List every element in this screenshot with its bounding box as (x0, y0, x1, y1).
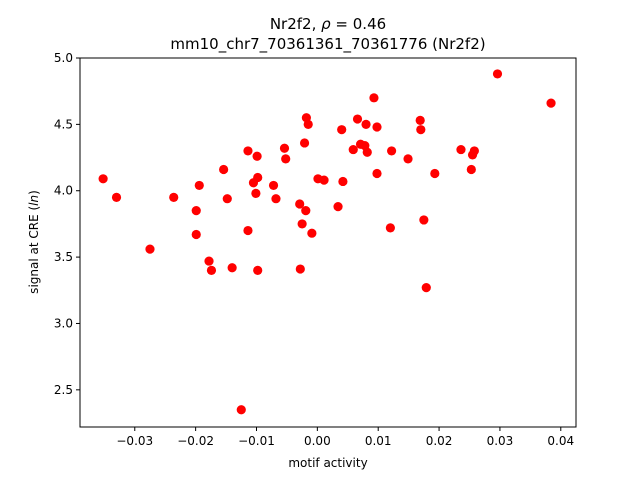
data-point (456, 144, 466, 155)
y-tick-label: 3.0 (54, 316, 73, 330)
x-axis-label: motif activity (288, 456, 367, 470)
y-axis-label: signal at CRE (ln) (27, 190, 41, 294)
data-point (243, 146, 253, 156)
data-point (236, 405, 246, 415)
data-point (281, 154, 291, 164)
data-point (469, 146, 479, 156)
data-point (222, 194, 232, 204)
data-point (333, 202, 343, 212)
data-point (372, 168, 382, 179)
data-point (403, 154, 413, 164)
data-point (421, 283, 431, 293)
data-point (372, 122, 382, 132)
data-point (243, 225, 253, 236)
data-point (338, 176, 348, 187)
data-point (319, 175, 329, 185)
y-tick-label: 2.5 (54, 383, 73, 397)
x-axis: −0.03 −0.02 −0.01 0.00 0.01 0.02 0.03 0.04 (116, 427, 574, 448)
data-point (348, 144, 358, 155)
data-point (419, 215, 429, 225)
y-axis: 2.5 3.0 3.5 4.0 4.5 5.0 (54, 51, 80, 397)
data-point (268, 180, 279, 191)
data-point (271, 194, 281, 204)
data-point (369, 93, 379, 103)
y-tick-label: 4.5 (54, 117, 73, 131)
data-point (297, 219, 307, 229)
data-point (253, 265, 263, 275)
data-point (98, 174, 108, 184)
data-point (492, 69, 503, 79)
data-point (352, 114, 363, 124)
data-point (227, 263, 237, 273)
data-point (251, 188, 261, 198)
data-point (385, 223, 395, 233)
data-point (299, 138, 310, 148)
x-tick-label: 0.03 (487, 434, 514, 448)
data-point (295, 199, 305, 209)
y-tick-label: 3.5 (54, 250, 73, 264)
chart-title: Nr2f2, ρ = 0.46 (270, 15, 386, 33)
data-point (416, 125, 426, 135)
data-point (191, 229, 201, 240)
data-points (98, 69, 556, 415)
x-tick-label: 0.01 (365, 434, 392, 448)
data-point (307, 228, 317, 238)
x-tick-label: −0.03 (116, 434, 153, 448)
x-tick-label: −0.01 (238, 434, 275, 448)
data-point (415, 115, 425, 125)
data-point (386, 146, 397, 156)
x-tick-label: 0.00 (304, 434, 331, 448)
data-point (301, 206, 311, 216)
data-point (204, 256, 214, 266)
y-tick-label: 4.0 (54, 184, 73, 198)
data-point (206, 265, 217, 275)
data-point (194, 180, 204, 191)
x-tick-label: 0.04 (547, 434, 574, 448)
data-point (430, 168, 440, 179)
data-point (253, 172, 263, 183)
data-point (295, 264, 305, 274)
chart-subtitle: mm10_chr7_70361361_70361776 (Nr2f2) (170, 35, 485, 54)
data-point (219, 164, 229, 175)
y-tick-label: 5.0 (54, 51, 73, 65)
plot-frame (79, 57, 577, 428)
data-point (303, 119, 313, 129)
data-point (252, 151, 262, 161)
x-tick-label: 0.02 (426, 434, 453, 448)
x-tick-label: −0.02 (177, 434, 214, 448)
data-point (145, 244, 155, 254)
data-point (466, 164, 476, 175)
data-point (361, 119, 371, 129)
data-point (111, 192, 122, 202)
data-point (546, 98, 556, 108)
data-point (191, 206, 201, 216)
data-point (337, 125, 347, 135)
data-point (169, 192, 179, 202)
data-point (279, 143, 290, 153)
data-point (362, 147, 372, 157)
